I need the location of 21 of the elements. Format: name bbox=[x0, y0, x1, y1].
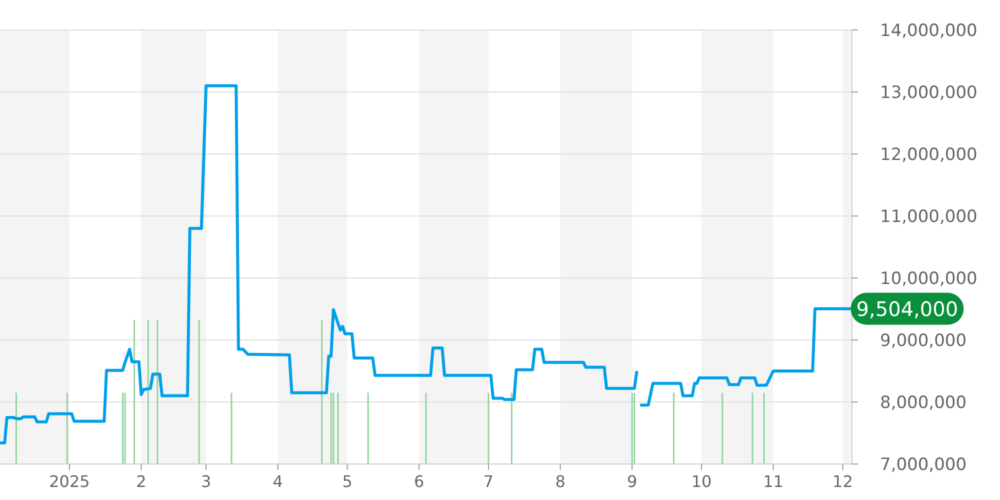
x-tick-label: 7 bbox=[483, 472, 494, 491]
x-tick-label: 2 bbox=[136, 472, 146, 491]
x-tick-label: 5 bbox=[342, 472, 352, 491]
x-tick-label: 11 bbox=[763, 472, 784, 491]
y-tick-label: 12,000,000 bbox=[880, 144, 978, 165]
y-tick-label: 7,000,000 bbox=[880, 454, 967, 475]
x-tick-label: 2025 bbox=[49, 472, 90, 491]
x-tick-label: 3 bbox=[200, 472, 212, 491]
x-tick-label: 12 bbox=[832, 472, 853, 491]
y-tick-label: 11,000,000 bbox=[880, 206, 978, 227]
y-tick-label: 8,000,000 bbox=[880, 392, 967, 413]
x-tick-label: 9 bbox=[626, 472, 638, 491]
annotation: 9,504,000 bbox=[856, 296, 958, 321]
x-tick-label: 10 bbox=[691, 472, 712, 491]
y-tick-label: 9,000,000 bbox=[880, 330, 967, 351]
y-tick-label: 13,000,000 bbox=[880, 82, 978, 103]
x-tick-label: 8 bbox=[555, 472, 566, 491]
y-tick-label: 10,000,000 bbox=[880, 268, 978, 289]
x-tick-label: 6 bbox=[414, 472, 424, 491]
x-tick-label: 4 bbox=[272, 472, 283, 491]
y-tick-label: 14,000,000 bbox=[880, 20, 978, 41]
